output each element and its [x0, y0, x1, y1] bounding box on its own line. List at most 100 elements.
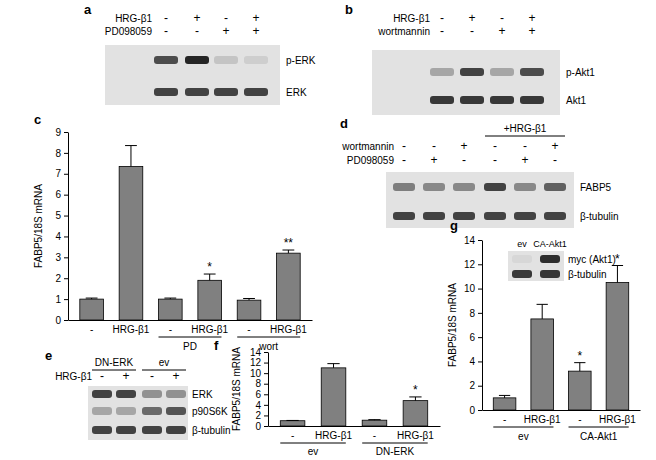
- x-axis-line: [269, 426, 441, 427]
- bar: [493, 398, 516, 410]
- x-tick: -: [90, 320, 93, 335]
- bar: [280, 421, 305, 426]
- treatment-sign: -: [402, 139, 406, 153]
- blot-membrane: [386, 172, 574, 228]
- band: [166, 426, 186, 434]
- group-line: [280, 443, 346, 444]
- treatment-sign: +: [222, 24, 229, 38]
- chart-panel: f02468101214-HRG-β1-HRG-β1evDN-ERK*FABP5…: [214, 338, 441, 457]
- treatment-name: PD098059: [347, 155, 395, 166]
- y-tick-label: 12: [250, 357, 262, 368]
- lane-label: ev: [517, 239, 527, 249]
- treatment-sign: -: [440, 24, 444, 38]
- y-tick-label: 14: [250, 347, 262, 358]
- band: [214, 56, 238, 64]
- y-tick-label: 0: [55, 315, 61, 326]
- y-tick: 4: [255, 400, 268, 411]
- x-tick-label: HRG-β1: [270, 324, 307, 335]
- band-label: β-tubulin: [192, 425, 231, 436]
- treatment-sign: -: [470, 24, 474, 38]
- treatment-sign: -: [164, 24, 168, 38]
- band: [166, 407, 186, 415]
- band-label: ERK: [286, 87, 307, 98]
- x-tick-label: HRG-β1: [397, 430, 434, 441]
- bar: [237, 300, 261, 320]
- blot-panel: bHRG-β1-+-+wortmannin--++p-Akt1Akt1: [345, 2, 595, 115]
- x-tick-label: HRG-β1: [599, 414, 636, 425]
- y-tick: 14: [464, 235, 482, 246]
- band-label: β-tubulin: [580, 211, 619, 222]
- panel-letter: c: [34, 112, 41, 127]
- band-label: FABP5: [580, 182, 612, 193]
- treatment-name: wortmannin: [341, 141, 394, 152]
- y-tick-mark: [64, 153, 68, 154]
- band: [244, 56, 268, 64]
- lane-label: CA-Akt1: [533, 239, 567, 249]
- y-tick-mark: [64, 299, 68, 300]
- y-axis-title: FABP5/18S mRNA: [447, 283, 458, 367]
- treatment-sign: -: [500, 11, 504, 25]
- lane-group-label: ev: [159, 357, 170, 368]
- x-tick-label: -: [503, 414, 506, 425]
- x-tick-label: -: [291, 430, 294, 441]
- error-bar: [409, 397, 421, 401]
- y-tick-mark: [478, 313, 482, 314]
- y-tick-mark: [478, 289, 482, 290]
- y-tick-label: 8: [255, 378, 261, 389]
- treatment-sign: -: [440, 11, 444, 25]
- blot-membrane: [88, 386, 188, 440]
- y-tick-label: 1: [55, 294, 61, 305]
- treatment-sign: -: [150, 369, 154, 383]
- band: [92, 407, 112, 415]
- y-tick-label: 4: [55, 231, 61, 242]
- bar: [277, 253, 301, 320]
- x-tick: -: [169, 320, 172, 335]
- y-tick-mark: [264, 394, 268, 395]
- band: [514, 212, 536, 220]
- group-label: CA-Akt1: [580, 431, 618, 442]
- error-bar: [164, 298, 176, 299]
- band: [544, 183, 566, 191]
- bar: [362, 420, 387, 426]
- treatment-sign: +: [528, 24, 535, 38]
- blot-membrane: [105, 45, 280, 105]
- band: [423, 212, 445, 220]
- y-tick-mark: [264, 415, 268, 416]
- treatment-sign: +: [193, 11, 200, 25]
- panel-letter: a: [84, 2, 92, 17]
- y-tick-label: 6: [469, 332, 475, 343]
- band: [393, 183, 415, 191]
- group-label: DN-ERK: [376, 446, 415, 457]
- y-axis: 02468101214: [250, 347, 269, 432]
- y-tick-mark: [64, 257, 68, 258]
- x-tick: -: [247, 320, 250, 335]
- y-tick: 0: [255, 421, 268, 432]
- blot-panel: evCA-Akt1myc (Akt1)β-tubulin: [508, 239, 616, 281]
- treatment-sign: +: [252, 11, 259, 25]
- treatment-sign: +: [430, 153, 437, 167]
- treatment-sign: -: [493, 139, 497, 153]
- treatment-sign: +: [551, 139, 558, 153]
- y-tick-mark: [64, 132, 68, 133]
- y-tick-label: 6: [55, 189, 61, 200]
- error-bar: [204, 274, 216, 280]
- plot-marks: [80, 146, 300, 320]
- y-tick: 12: [250, 357, 268, 368]
- y-tick: 2: [469, 380, 482, 391]
- bar: [119, 166, 143, 320]
- band: [92, 426, 112, 434]
- error-bar: [327, 364, 339, 368]
- treatment-sign: +: [498, 24, 505, 38]
- x-tick: HRG-β1: [270, 320, 307, 335]
- y-tick-mark: [478, 361, 482, 362]
- treatment-sign: +: [468, 11, 475, 25]
- y-tick: 3: [55, 252, 68, 263]
- plot-marks: [280, 364, 427, 426]
- group-line: [362, 443, 428, 444]
- x-tick: -: [373, 426, 376, 441]
- y-tick: 8: [469, 308, 482, 319]
- band: [460, 96, 484, 104]
- y-tick: 4: [55, 231, 68, 242]
- y-tick: 0: [55, 315, 68, 326]
- y-tick: 1: [55, 294, 68, 305]
